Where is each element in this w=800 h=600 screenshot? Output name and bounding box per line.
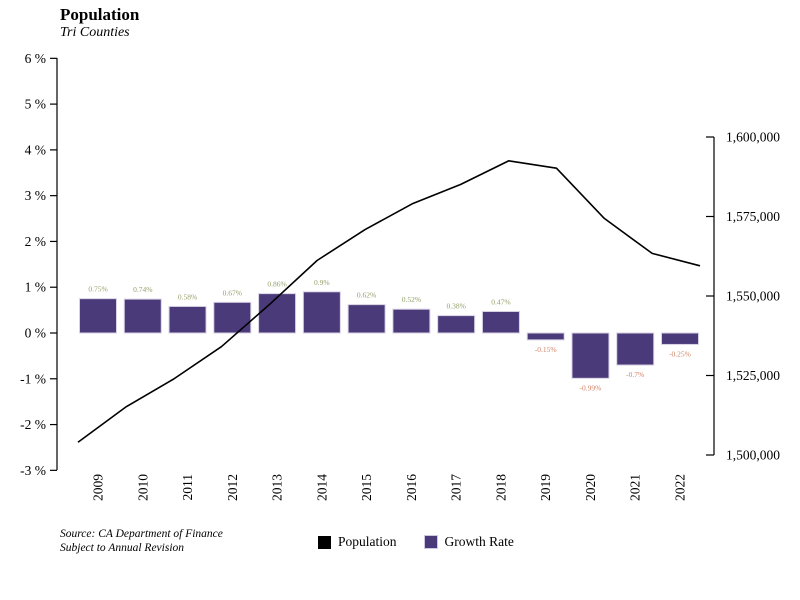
- bar-2012: [213, 301, 252, 334]
- x-tick-label-2010: 2010: [135, 474, 150, 501]
- legend-label-growth-rate: Growth Rate: [444, 534, 514, 549]
- bar-value-label-2020: -0.99%: [580, 383, 602, 392]
- population-swatch: [318, 535, 331, 549]
- chart-legend: Population Growth Rate: [318, 534, 514, 550]
- bar-value-label-2014: 0.9%: [314, 278, 330, 287]
- bar-2022: [661, 332, 700, 345]
- x-tick-label-2015: 2015: [359, 474, 374, 501]
- bar-value-label-2016: 0.52%: [402, 295, 421, 304]
- x-tick-label-2014: 2014: [314, 474, 329, 501]
- bar-value-label-2017: 0.38%: [446, 302, 465, 311]
- bar-value-label-2018: 0.47%: [491, 297, 510, 306]
- left-axis-tick-label: -1 %: [20, 371, 46, 386]
- page-subtitle: Tri Counties: [60, 25, 130, 40]
- x-tick-label-2013: 2013: [270, 474, 285, 501]
- x-tick-label-2009: 2009: [91, 474, 106, 501]
- x-tick-label-2016: 2016: [404, 474, 419, 501]
- right-axis-tick-label: 1,500,000: [726, 448, 780, 463]
- source-line-1: Source: CA Department of Finance: [60, 528, 223, 540]
- bar-value-label-2011: 0.58%: [178, 292, 197, 301]
- bar-value-label-2010: 0.74%: [133, 285, 152, 294]
- x-tick-label-2011: 2011: [180, 474, 195, 501]
- left-axis-tick-label: 2 %: [25, 234, 46, 249]
- bar-2011: [168, 305, 207, 334]
- bar-value-label-2019: -0.15%: [535, 345, 557, 354]
- right-axis-tick-label: 1,575,000: [726, 209, 780, 224]
- x-tick-label-2017: 2017: [449, 474, 464, 501]
- x-tick-label-2018: 2018: [493, 474, 508, 501]
- legend-label-population: Population: [338, 534, 397, 549]
- bar-2014: [302, 291, 341, 334]
- bar-value-label-2021: -0.7%: [626, 370, 644, 379]
- left-axis-tick-label: 3 %: [25, 188, 46, 203]
- population-line: [77, 160, 701, 443]
- bar-2016: [392, 308, 431, 334]
- bar-value-label-2012: 0.67%: [223, 288, 242, 297]
- left-axis-tick-label: 6 %: [25, 51, 46, 66]
- growth-rate-swatch: [423, 535, 438, 549]
- left-axis-tick-label: 1 %: [25, 280, 46, 295]
- bar-value-label-2022: -0.25%: [669, 349, 691, 358]
- left-axis-tick-label: 5 %: [25, 97, 46, 112]
- left-axis-tick-label: -3 %: [20, 463, 46, 478]
- right-axis-tick-label: 1,550,000: [726, 289, 780, 304]
- left-axis-tick-label: -2 %: [20, 417, 46, 432]
- x-tick-label-2022: 2022: [673, 474, 688, 501]
- x-tick-label-2021: 2021: [628, 474, 643, 501]
- bar-2015: [347, 304, 386, 334]
- source-line-2: Subject to Annual Revision: [60, 541, 185, 554]
- x-tick-label-2019: 2019: [538, 474, 553, 501]
- bar-value-label-2015: 0.62%: [357, 291, 376, 300]
- x-tick-label-2020: 2020: [583, 474, 598, 501]
- bar-2018: [481, 310, 520, 334]
- bar-value-label-2009: 0.75%: [88, 285, 107, 294]
- bar-2020: [571, 332, 610, 379]
- bar-2019: [526, 332, 565, 341]
- right-axis-tick-label: 1,600,000: [726, 130, 780, 145]
- left-axis-tick-label: 4 %: [25, 142, 46, 157]
- page-title: Population: [60, 5, 140, 24]
- legend-item-population: Population: [318, 534, 397, 550]
- bar-2021: [616, 332, 655, 366]
- source-note: Source: CA Department of Finance Subject…: [60, 528, 223, 555]
- x-tick-label-2012: 2012: [225, 474, 240, 501]
- right-axis-tick-label: 1,525,000: [726, 368, 780, 383]
- bar-2013: [258, 293, 297, 334]
- legend-item-growth-rate: Growth Rate: [423, 534, 514, 550]
- left-axis-tick-label: 0 %: [25, 326, 46, 341]
- bar-2017: [437, 315, 476, 334]
- bar-2009: [79, 298, 117, 334]
- bar-2010: [123, 298, 162, 334]
- bar-value-label-2013: 0.86%: [267, 280, 286, 289]
